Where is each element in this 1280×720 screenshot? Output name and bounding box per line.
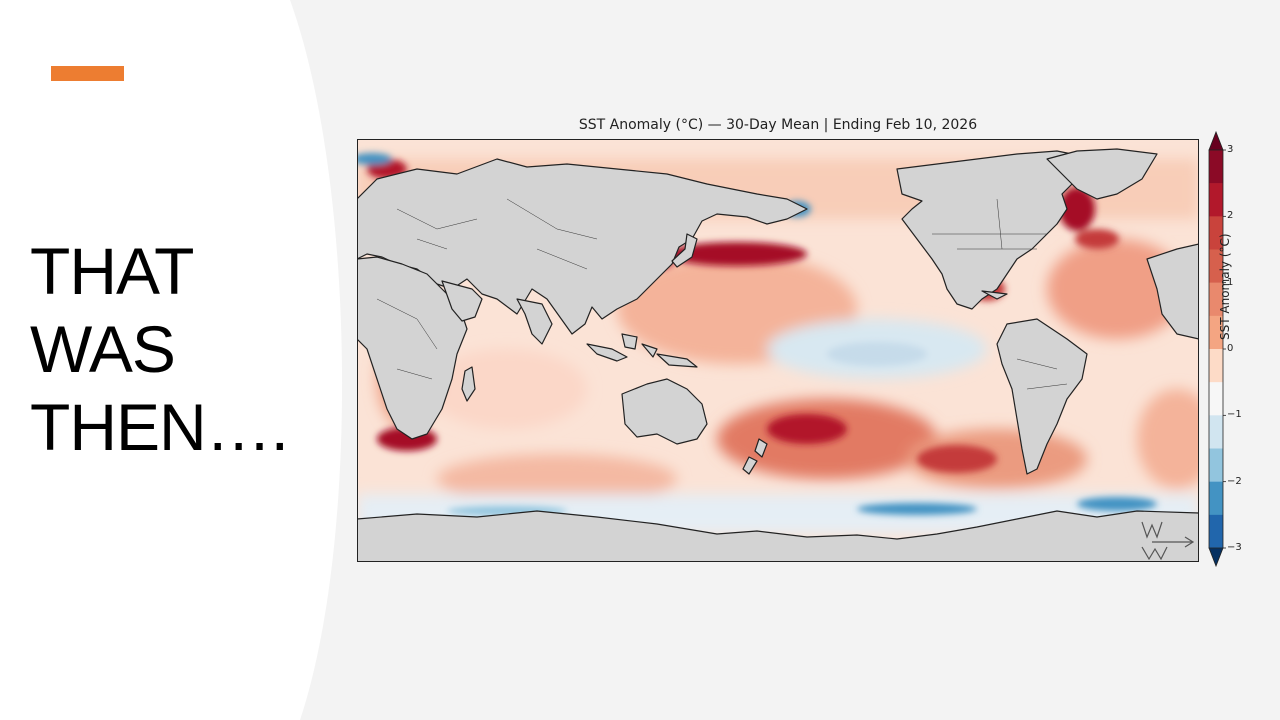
colorbar-band <box>1209 183 1223 217</box>
land-caribbean <box>981 290 1008 300</box>
colorbar-label: SST Anomaly (°C) <box>1218 233 1232 340</box>
colorbar-tick-label: 3 <box>1227 144 1234 155</box>
colorbar-band <box>1209 415 1223 449</box>
colorbar-extend-min <box>1208 547 1224 568</box>
land-japan <box>671 233 698 268</box>
accent-bar <box>51 66 124 81</box>
sst-anomaly-map <box>357 139 1199 562</box>
land-greenland <box>1046 148 1158 200</box>
watermark-logo <box>1141 521 1195 561</box>
colorbar-tick-label: −2 <box>1227 475 1242 487</box>
colorbar-band <box>1209 382 1223 416</box>
land <box>357 148 1199 562</box>
land-europe-east <box>1146 243 1199 340</box>
colorbar-band <box>1209 249 1223 283</box>
land-north-america <box>896 150 1088 310</box>
colorbar-tick-label: 2 <box>1227 210 1234 222</box>
colorbar-tick-label: −3 <box>1227 542 1242 553</box>
slide-title: THAT WAS THEN…. <box>30 234 289 464</box>
colorbar-band <box>1209 448 1223 482</box>
colorbar-band <box>1209 216 1223 250</box>
colorbar-tick-label: −1 <box>1227 409 1242 421</box>
land-new-zealand <box>742 438 768 475</box>
colorbar-band <box>1209 150 1223 184</box>
land-south-america <box>996 318 1088 475</box>
colorbar-band <box>1209 282 1223 317</box>
colorbar-band <box>1209 481 1223 516</box>
land-indonesia <box>586 333 698 368</box>
colorbar-band <box>1209 514 1223 549</box>
colorbar-band <box>1209 315 1223 350</box>
land-arabia <box>441 280 483 322</box>
land-india <box>516 298 553 345</box>
colorbar-tick-label: 0 <box>1227 343 1234 354</box>
colorbar <box>1208 130 1226 568</box>
land-australia <box>621 378 708 445</box>
land-madagascar <box>461 366 476 402</box>
map-title: SST Anomaly (°C) — 30-Day Mean | Ending … <box>578 117 978 133</box>
land-antarctica <box>357 510 1199 562</box>
colorbar-band <box>1209 349 1223 383</box>
colorbar-extend-max <box>1208 130 1224 151</box>
colorbar-tick-label: 1 <box>1227 276 1234 288</box>
borders <box>376 198 1068 390</box>
